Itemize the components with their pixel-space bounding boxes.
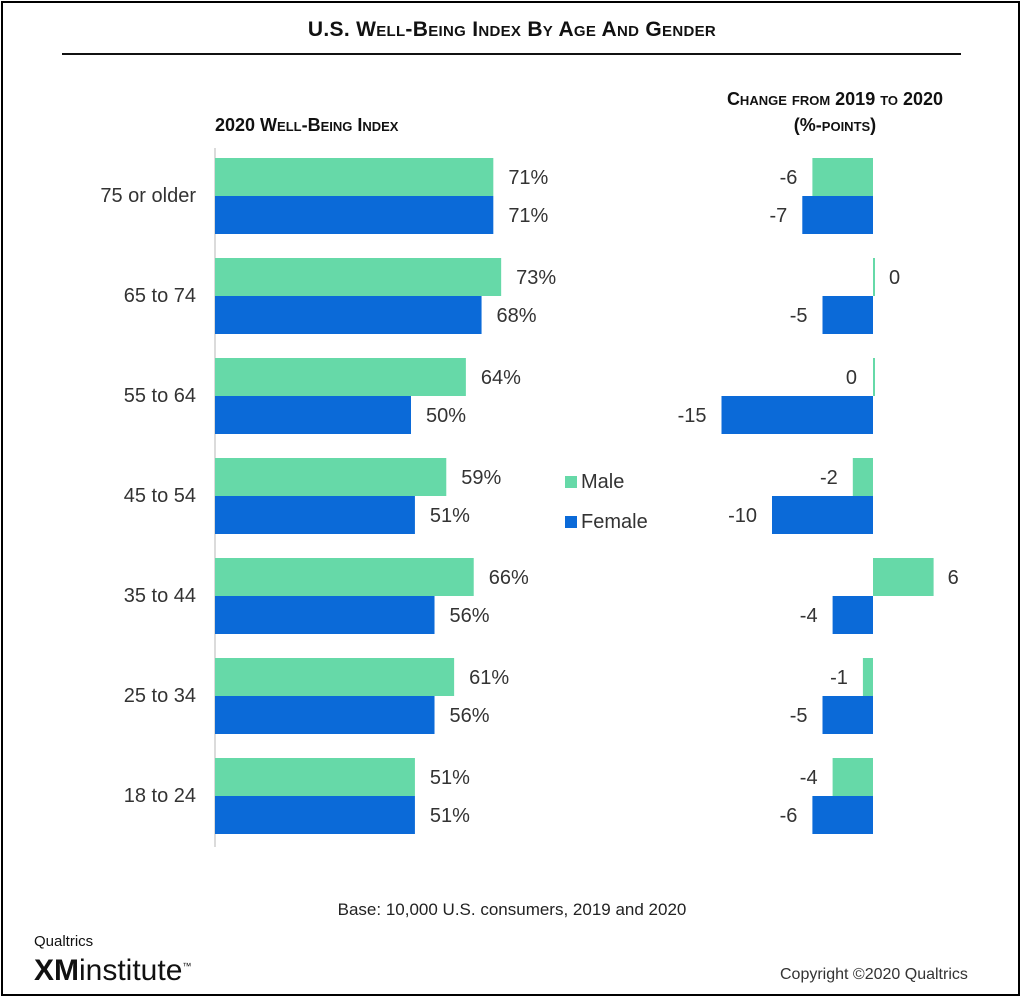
- data-label-left-male-18-to-24: 51%: [430, 767, 470, 789]
- data-label-left-male-55-to-64: 64%: [481, 367, 521, 389]
- category-label-35-to-44: 35 to 44: [124, 585, 196, 607]
- logo-xm: XM: [34, 954, 79, 987]
- bar-left-male-18-to-24: [215, 758, 415, 796]
- data-label-left-female-25-to-34: 56%: [450, 705, 490, 727]
- data-label-left-male-45-to-54: 59%: [461, 467, 501, 489]
- logo-qualtrics: Qualtrics: [34, 933, 94, 950]
- bar-right-male-75-or-older: [812, 158, 873, 196]
- right-subtitle-line1: Change from 2019 to 2020: [726, 89, 944, 109]
- copyright: Copyright ©2020 Qualtrics: [780, 966, 968, 983]
- bar-right-male-35-to-44: [873, 558, 934, 596]
- bar-right-female-55-to-64: [721, 396, 873, 434]
- bar-right-male-55-to-64: [873, 358, 875, 396]
- bar-right-female-75-or-older: [802, 196, 873, 234]
- data-label-right-male-75-or-older: -6: [780, 167, 798, 189]
- category-label-65-to-74: 65 to 74: [124, 285, 196, 307]
- bar-right-male-65-to-74: [873, 258, 875, 296]
- bar-right-female-65-to-74: [822, 296, 873, 334]
- data-label-left-female-75-or-older: 71%: [508, 205, 548, 227]
- bar-right-male-18-to-24: [832, 758, 873, 796]
- data-label-right-female-25-to-34: -5: [790, 705, 808, 727]
- data-label-left-male-75-or-older: 71%: [508, 167, 548, 189]
- data-label-left-female-55-to-64: 50%: [426, 405, 466, 427]
- data-label-left-male-65-to-74: 73%: [516, 267, 556, 289]
- bar-left-female-45-to-54: [215, 496, 415, 534]
- legend-label-male: Male: [581, 470, 625, 493]
- logo-tm: ™: [182, 961, 192, 971]
- bar-left-male-55-to-64: [215, 358, 466, 396]
- bar-left-female-55-to-64: [215, 396, 411, 434]
- bar-left-male-25-to-34: [215, 658, 455, 696]
- data-label-right-male-35-to-44: 6: [948, 567, 959, 589]
- data-label-right-female-75-or-older: -7: [770, 205, 788, 227]
- legend: Male Female: [565, 462, 648, 542]
- left-panel-subtitle: 2020 Well-Being Index: [215, 115, 399, 135]
- data-label-left-male-35-to-44: 66%: [489, 567, 529, 589]
- base-note: Base: 10,000 U.S. consumers, 2019 and 20…: [337, 900, 687, 919]
- data-label-left-male-25-to-34: 61%: [469, 667, 509, 689]
- bar-left-male-65-to-74: [215, 258, 502, 296]
- data-label-right-female-35-to-44: -4: [800, 605, 818, 627]
- data-label-right-male-65-to-74: 0: [889, 267, 900, 289]
- data-label-right-female-18-to-24: -6: [780, 805, 798, 827]
- bar-right-female-25-to-34: [822, 696, 873, 734]
- right-subtitle-line2: (%-points): [793, 115, 877, 135]
- bar-left-female-35-to-44: [215, 596, 435, 634]
- data-label-right-male-55-to-64: 0: [846, 367, 857, 389]
- chart-title: U.S. Well-Being Index By Age And Gender: [307, 18, 717, 41]
- legend-item-male: Male: [565, 462, 648, 502]
- bar-right-female-45-to-54: [772, 496, 873, 534]
- data-label-left-female-65-to-74: 68%: [497, 305, 537, 327]
- data-label-right-male-18-to-24: -4: [800, 767, 818, 789]
- logo-institute: institute: [79, 954, 183, 987]
- legend-swatch-male: [565, 476, 577, 488]
- bar-left-male-75-or-older: [215, 158, 494, 196]
- bar-left-male-45-to-54: [215, 458, 447, 496]
- category-label-18-to-24: 18 to 24: [124, 785, 196, 807]
- data-label-right-female-45-to-54: -10: [728, 505, 757, 527]
- bar-left-female-18-to-24: [215, 796, 415, 834]
- data-label-left-female-18-to-24: 51%: [430, 805, 470, 827]
- legend-item-female: Female: [565, 502, 648, 542]
- title-rule: [62, 53, 961, 55]
- legend-label-female: Female: [581, 510, 648, 533]
- data-label-left-female-35-to-44: 56%: [450, 605, 490, 627]
- bar-right-male-45-to-54: [852, 458, 873, 496]
- bar-left-female-75-or-older: [215, 196, 494, 234]
- right-panel-subtitle: Change from 2019 to 2020 (%-points): [690, 86, 980, 138]
- data-label-left-female-45-to-54: 51%: [430, 505, 470, 527]
- bar-left-male-35-to-44: [215, 558, 474, 596]
- bar-right-female-18-to-24: [812, 796, 873, 834]
- data-label-right-female-55-to-64: -15: [678, 405, 707, 427]
- category-label-25-to-34: 25 to 34: [124, 685, 196, 707]
- logo-main: XMinstitute™: [34, 950, 191, 987]
- category-label-75-or-older: 75 or older: [100, 185, 196, 207]
- data-label-right-female-65-to-74: -5: [790, 305, 808, 327]
- legend-swatch-female: [565, 516, 577, 528]
- bar-left-female-65-to-74: [215, 296, 482, 334]
- qualtrics-xm-institute-logo: Qualtrics XMinstitute™: [34, 934, 191, 987]
- data-label-right-male-25-to-34: -1: [830, 667, 848, 689]
- bar-right-male-25-to-34: [862, 658, 873, 696]
- bar-right-female-35-to-44: [832, 596, 873, 634]
- category-label-45-to-54: 45 to 54: [124, 485, 196, 507]
- bar-left-female-25-to-34: [215, 696, 435, 734]
- category-label-55-to-64: 55 to 64: [124, 385, 196, 407]
- data-label-right-male-45-to-54: -2: [820, 467, 838, 489]
